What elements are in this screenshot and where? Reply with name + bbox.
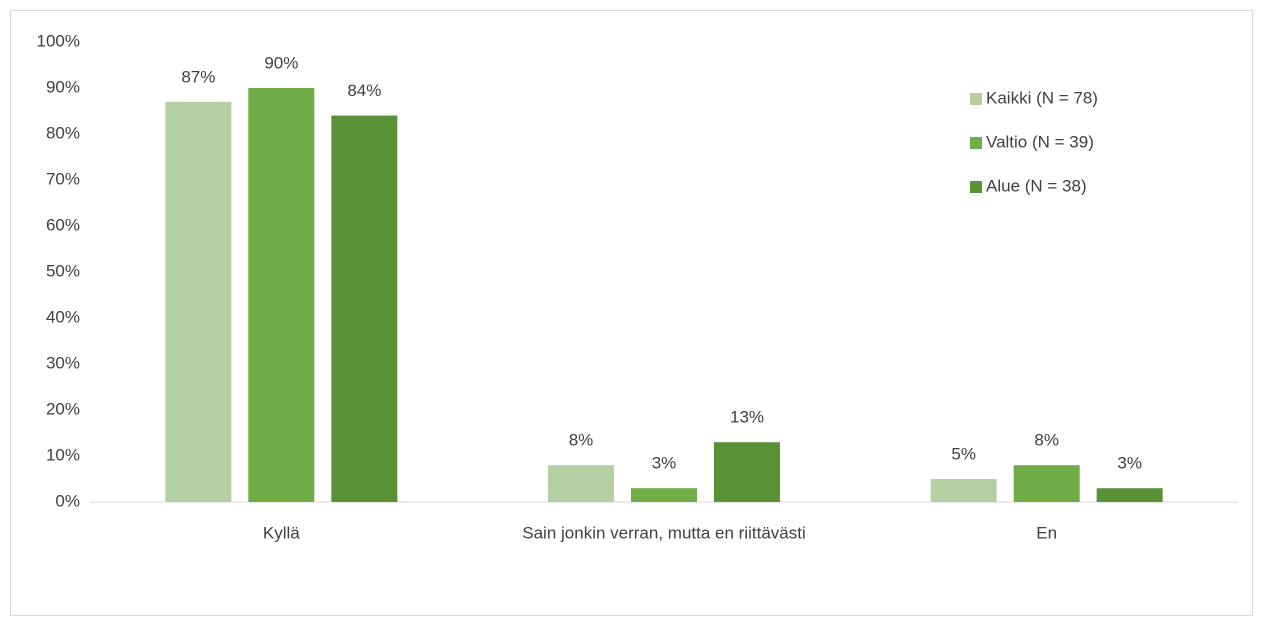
data-label: 8%: [1034, 431, 1059, 450]
x-tick-label: Sain jonkin verran, mutta en riittävästi: [522, 523, 805, 542]
legend-swatch: [970, 93, 982, 105]
data-label: 8%: [569, 431, 594, 450]
legend-swatch: [970, 181, 982, 193]
y-tick-label: 10%: [46, 445, 80, 464]
x-tick-label: Kyllä: [263, 523, 300, 542]
data-label: 13%: [730, 408, 764, 427]
bar: [548, 465, 614, 502]
bar: [714, 442, 780, 502]
data-label: 5%: [951, 444, 976, 463]
data-label: 3%: [1117, 454, 1142, 473]
y-tick-label: 100%: [37, 31, 80, 50]
bar: [930, 479, 997, 502]
bar: [1096, 488, 1163, 502]
y-tick-label: 0%: [55, 491, 80, 510]
y-tick-label: 20%: [46, 399, 80, 418]
legend-label: Kaikki (N = 78): [986, 88, 1098, 107]
y-tick-label: 60%: [46, 215, 80, 234]
bar: [631, 488, 697, 502]
legend-label: Alue (N = 38): [986, 176, 1087, 195]
y-tick-label: 90%: [46, 77, 80, 96]
data-label: 90%: [264, 53, 298, 72]
bar: [165, 101, 232, 503]
y-tick-label: 50%: [46, 261, 80, 280]
bar: [1013, 465, 1080, 502]
data-label: 3%: [652, 454, 677, 473]
legend-swatch: [970, 137, 982, 149]
y-tick-label: 80%: [46, 123, 80, 142]
x-tick-label: En: [1036, 523, 1057, 542]
data-label: 87%: [181, 67, 215, 86]
y-tick-label: 30%: [46, 353, 80, 372]
bar: [331, 115, 398, 502]
y-tick-label: 70%: [46, 169, 80, 188]
legend-label: Valtio (N = 39): [986, 132, 1094, 151]
y-tick-label: 40%: [46, 307, 80, 326]
bar: [248, 88, 315, 502]
data-label: 84%: [347, 81, 381, 100]
